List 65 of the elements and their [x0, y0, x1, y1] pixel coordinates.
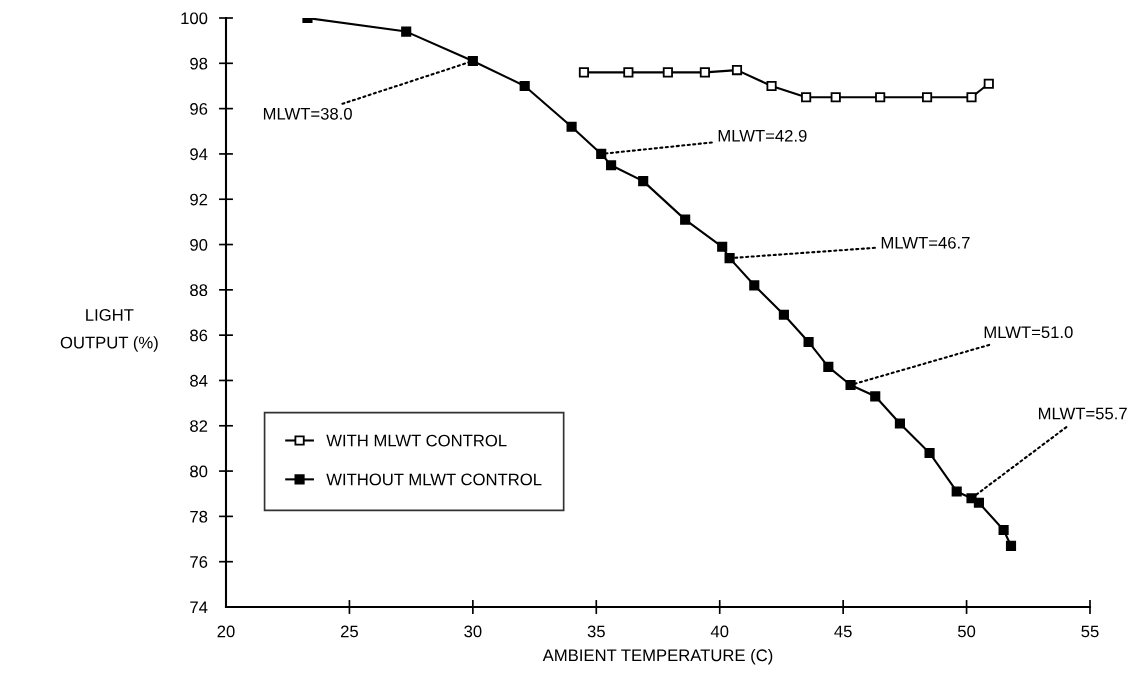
y-tick-label: 92 — [190, 193, 208, 206]
point — [680, 214, 691, 225]
annotation: MLWT=46.7 — [881, 236, 970, 249]
x-tick-label: 45 — [834, 625, 852, 638]
y-tick-label: 74 — [190, 601, 208, 614]
point — [801, 92, 812, 103]
point — [870, 391, 881, 402]
point — [519, 80, 530, 92]
point — [998, 524, 1009, 536]
y-tick-label: 98 — [190, 57, 208, 70]
point — [566, 121, 577, 132]
y-tick-label: 90 — [190, 238, 208, 251]
point — [973, 497, 984, 508]
y-tick-label: 76 — [190, 556, 208, 568]
point — [966, 92, 977, 103]
x-tick-label: 50 — [957, 625, 976, 638]
point — [778, 309, 789, 320]
point — [606, 160, 617, 171]
point — [724, 253, 735, 264]
point — [717, 241, 728, 252]
x-tick-label: 35 — [587, 625, 605, 638]
point — [401, 26, 412, 37]
point — [638, 176, 649, 187]
y-tick-label: 86 — [190, 329, 208, 342]
point — [924, 447, 935, 459]
y-tick-label: 80 — [190, 465, 208, 478]
y-tick-label: 88 — [190, 284, 208, 297]
point — [766, 80, 777, 92]
x-tick-label: 25 — [341, 625, 358, 638]
y-tick-label: 100 — [181, 12, 208, 25]
annotation: MLWT=51.0 — [984, 326, 1073, 339]
y-tick-label: 78 — [190, 510, 208, 523]
x-axis-title: AMBIENT TEMPERATURE (C) — [542, 648, 773, 665]
point — [951, 486, 962, 497]
point — [699, 67, 710, 78]
point — [578, 67, 590, 78]
y-axis-title: LIGHT OUTPUT (%) — [60, 309, 158, 352]
legend-label: WITH MLWT CONTROL — [326, 434, 507, 447]
y-tick-label: 84 — [190, 374, 208, 387]
annotation: MLWT=38.0 — [263, 107, 352, 120]
point — [467, 55, 478, 67]
y-tick-label: 94 — [190, 148, 208, 161]
x-tick-label: 20 — [217, 625, 235, 638]
point — [623, 67, 634, 78]
point — [845, 379, 856, 391]
point — [830, 92, 841, 103]
y-tick-label: 82 — [190, 420, 208, 432]
point — [803, 336, 814, 348]
point — [983, 78, 994, 89]
legend-label: WITHOUT MLWT CONTROL — [326, 473, 542, 486]
x-tick-label: 30 — [464, 625, 482, 638]
x-tick-label: 40 — [710, 625, 729, 638]
point — [875, 92, 886, 103]
point — [1005, 540, 1017, 551]
point — [894, 418, 905, 429]
annotation: MLWT=42.9 — [718, 129, 807, 142]
annotation: MLWT=55.7 — [1038, 407, 1127, 420]
x-tick-label: 55 — [1081, 625, 1099, 638]
point — [662, 67, 673, 78]
point — [731, 65, 743, 76]
point — [922, 92, 933, 103]
point — [823, 361, 834, 372]
y-tick-label: 96 — [190, 103, 208, 115]
point — [749, 280, 760, 291]
point — [596, 148, 607, 159]
